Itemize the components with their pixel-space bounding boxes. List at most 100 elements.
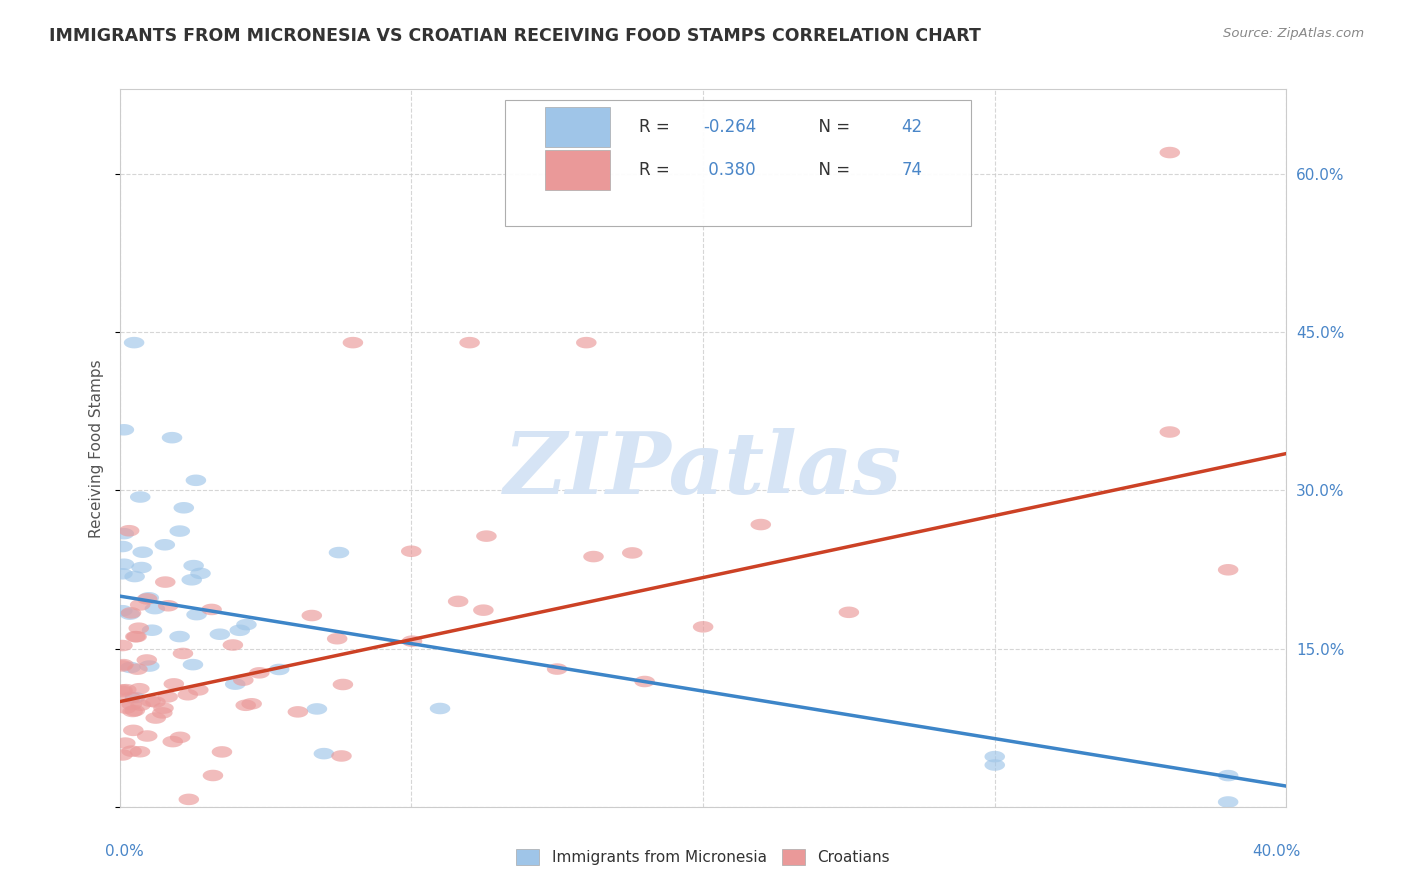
Point	[633, 674, 655, 689]
Point	[332, 677, 354, 691]
Point	[121, 698, 143, 712]
Point	[287, 705, 309, 719]
Point	[1159, 425, 1181, 439]
Point	[145, 711, 167, 725]
Point	[429, 701, 451, 715]
Point	[222, 638, 245, 652]
Point	[160, 431, 183, 445]
Point	[983, 758, 1005, 772]
Point	[186, 607, 208, 622]
Point	[342, 335, 364, 350]
Point	[183, 558, 205, 573]
Point	[120, 660, 142, 674]
Point	[232, 673, 254, 687]
Point	[129, 698, 152, 713]
Point	[111, 639, 134, 653]
Point	[169, 731, 191, 745]
Point	[111, 684, 134, 698]
Point	[201, 768, 224, 782]
Point	[121, 705, 143, 719]
Point	[139, 694, 162, 708]
Point	[475, 529, 498, 543]
Point	[190, 566, 212, 581]
Point	[129, 598, 152, 612]
Point	[111, 659, 134, 673]
Point	[153, 538, 176, 552]
Point	[115, 682, 138, 697]
Point	[128, 681, 150, 696]
Point	[838, 605, 860, 619]
Point	[156, 690, 179, 704]
Point	[115, 701, 138, 715]
Point	[181, 657, 204, 672]
Point	[401, 544, 423, 558]
Point	[135, 653, 157, 667]
Point	[132, 545, 155, 559]
Point	[172, 647, 194, 661]
Point	[124, 690, 146, 705]
Point	[187, 682, 209, 697]
Text: R =: R =	[638, 161, 675, 179]
Point	[127, 662, 149, 676]
Text: R =: R =	[638, 118, 675, 136]
Point	[111, 566, 134, 581]
Point	[162, 734, 184, 748]
Point	[200, 602, 222, 616]
Text: 0.380: 0.380	[703, 161, 755, 179]
Point	[136, 729, 159, 743]
Point	[180, 573, 202, 587]
Point	[120, 690, 142, 705]
Point	[124, 569, 146, 583]
Point	[163, 677, 186, 691]
Point	[129, 745, 152, 759]
Point	[235, 617, 257, 632]
Point	[575, 335, 598, 350]
Point	[125, 630, 148, 644]
Text: 74: 74	[901, 161, 922, 179]
Point	[122, 335, 145, 350]
Point	[138, 659, 160, 673]
Point	[112, 526, 135, 541]
Point	[458, 335, 481, 350]
Point	[472, 603, 495, 617]
Point	[122, 723, 145, 738]
Point	[155, 575, 177, 590]
Point	[269, 663, 291, 677]
Point	[138, 591, 160, 605]
Point	[235, 698, 257, 713]
FancyBboxPatch shape	[505, 100, 972, 226]
Point	[749, 517, 772, 532]
Point	[1216, 795, 1240, 809]
Point	[305, 702, 328, 716]
Text: ZIPatlas: ZIPatlas	[503, 428, 903, 511]
Point	[111, 747, 134, 762]
Text: 40.0%: 40.0%	[1253, 845, 1301, 859]
Point	[328, 545, 350, 559]
Point	[143, 601, 166, 615]
Point	[120, 606, 142, 620]
Point	[173, 500, 195, 515]
Text: Source: ZipAtlas.com: Source: ZipAtlas.com	[1223, 27, 1364, 40]
Point	[401, 634, 423, 648]
Point	[326, 632, 349, 646]
Point	[240, 697, 263, 711]
Point	[177, 792, 200, 806]
Point	[546, 662, 568, 676]
Point	[112, 558, 135, 572]
Text: -0.264: -0.264	[703, 118, 756, 136]
Point	[118, 524, 141, 538]
Point	[447, 594, 470, 608]
Point	[621, 546, 644, 560]
Point	[169, 524, 191, 538]
Text: N =: N =	[808, 118, 855, 136]
Point	[118, 607, 141, 622]
Point	[157, 599, 180, 613]
FancyBboxPatch shape	[546, 150, 610, 190]
Text: 0.0%: 0.0%	[105, 845, 145, 859]
Point	[169, 630, 191, 644]
Point	[129, 490, 152, 504]
Point	[124, 704, 146, 718]
Point	[582, 549, 605, 564]
Point	[112, 657, 135, 672]
Point	[141, 624, 163, 638]
